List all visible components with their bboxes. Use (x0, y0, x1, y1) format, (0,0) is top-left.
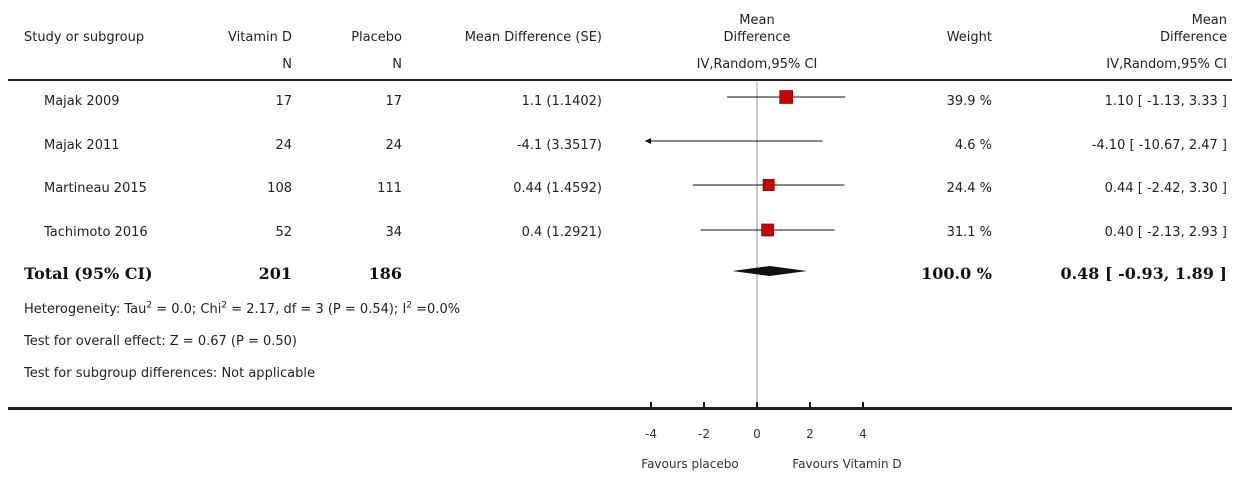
header-plot-mean: Mean (739, 13, 775, 28)
study-weight: 4.6 % (954, 138, 992, 153)
favours-right-label: Favours Vitamin D (792, 457, 901, 471)
subheader-plot-method: IV,Random,95% CI (696, 57, 818, 72)
study-name: Tachimoto 2016 (44, 225, 148, 240)
header-plot-difference: Difference (723, 30, 791, 45)
study-weight: 39.9 % (946, 94, 992, 109)
study-square (762, 179, 775, 191)
header-vitamin-d: Vitamin D (228, 30, 292, 45)
study-name: Martineau 2015 (44, 181, 147, 196)
total-placebo-n: 186 (368, 264, 402, 283)
favours-left-label: Favours placebo (641, 457, 738, 471)
study-weight: 31.1 % (946, 225, 992, 240)
vitamin-d-n: 108 (267, 181, 292, 196)
study-ci-text: 0.44 [ -2.42, 3.30 ] (1104, 181, 1227, 196)
x-tick-label: 0 (753, 427, 761, 441)
study-square (779, 90, 793, 104)
vitamin-d-n: 52 (275, 225, 292, 240)
mean-difference-se: -4.1 (3.3517) (516, 138, 602, 153)
subheader-md-method: IV,Random,95% CI (1106, 57, 1227, 72)
subheader-vitamin-d-n: N (282, 57, 292, 72)
header-weight: Weight (946, 30, 992, 45)
x-tick-label: 2 (806, 427, 814, 441)
vitamin-d-n: 17 (275, 94, 292, 109)
placebo-n: 24 (385, 138, 402, 153)
study-ci-text: -4.10 [ -10.67, 2.47 ] (1091, 138, 1227, 153)
total-ci-text: 0.48 [ -0.93, 1.89 ] (1060, 264, 1227, 283)
footer-divider (8, 407, 1232, 410)
x-tick-label: 4 (859, 427, 867, 441)
header-md-mean: Mean (1191, 13, 1227, 28)
subgroup-differences-note: Test for subgroup differences: Not appli… (24, 366, 316, 381)
heterogeneity-note: Heterogeneity: Tau2 = 0.0; Chi2 = 2.17, … (24, 300, 461, 317)
header-mean-difference-se: Mean Difference (SE) (464, 30, 602, 45)
x-tick-label: -4 (645, 427, 657, 441)
ci-arrow-left (645, 138, 651, 144)
pooled-diamond (732, 266, 808, 276)
header-md-difference: Difference (1159, 30, 1227, 45)
header-divider (8, 79, 1232, 81)
header-placebo: Placebo (351, 30, 402, 45)
study-ci-text: 1.10 [ -1.13, 3.33 ] (1104, 94, 1227, 109)
study-weight: 24.4 % (946, 181, 992, 196)
overall-effect-note: Test for overall effect: Z = 0.67 (P = 0… (24, 334, 297, 349)
header-study: Study or subgroup (24, 30, 145, 45)
total-weight: 100.0 % (921, 264, 992, 283)
total-vitamin-d-n: 201 (258, 264, 292, 283)
x-tick-label: -2 (698, 427, 710, 441)
placebo-n: 34 (385, 225, 402, 240)
mean-difference-se: 0.4 (1.2921) (521, 225, 602, 240)
study-ci-text: 0.40 [ -2.13, 2.93 ] (1104, 225, 1227, 240)
mean-difference-se: 1.1 (1.1402) (521, 94, 602, 109)
study-name: Majak 2011 (44, 138, 120, 153)
total-label: Total (95% CI) (24, 264, 153, 283)
placebo-n: 111 (377, 181, 402, 196)
placebo-n: 17 (385, 94, 402, 109)
study-name: Majak 2009 (44, 94, 120, 109)
study-square (761, 223, 774, 237)
subheader-placebo-n: N (392, 57, 402, 72)
mean-difference-se: 0.44 (1.4592) (513, 181, 602, 196)
vitamin-d-n: 24 (275, 138, 292, 153)
